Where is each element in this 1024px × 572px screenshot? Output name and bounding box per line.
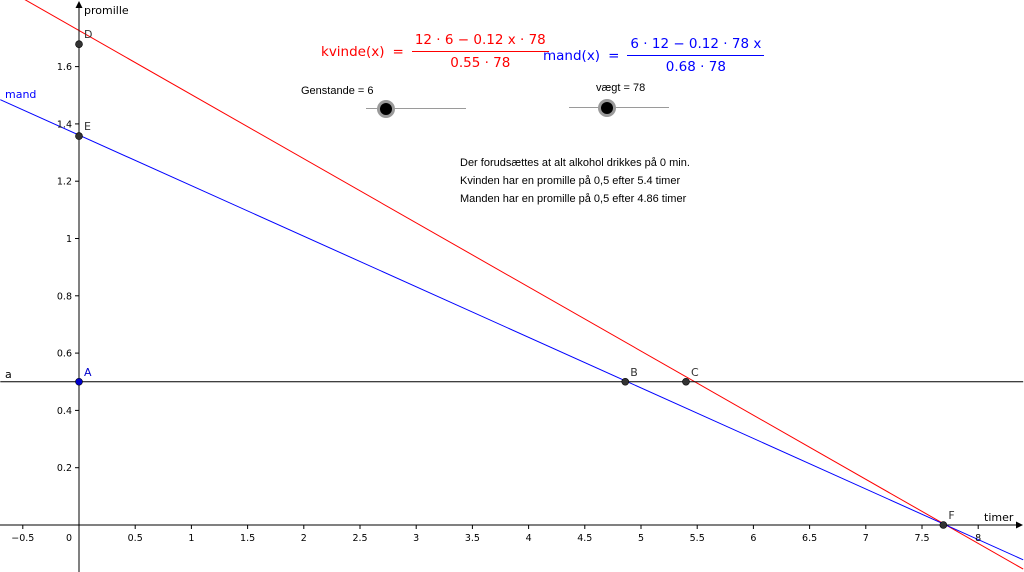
x-tick-label: 0.5 <box>128 533 143 544</box>
x-tick-label: 8 <box>975 533 981 544</box>
point-A[interactable] <box>75 377 83 386</box>
y-tick-label: 0.2 <box>57 463 72 474</box>
vaegt-slider-track[interactable] <box>569 107 669 108</box>
point-E[interactable] <box>75 132 83 140</box>
x-tick-label: 2.5 <box>352 533 367 544</box>
series-label-mand: mand <box>5 88 36 101</box>
info-line-2: Kvinden har en promille på 0,5 efter 5.4… <box>460 175 681 187</box>
x-tick-label: 7 <box>863 533 869 544</box>
axis-ticks: −0.5 0 0.5 1 1.5 2 2.5 3 3.5 4 4.5 5 5.5 6 6.5 7 7.5 8 0.2… <box>11 62 981 544</box>
kvinde-formula: kvinde(x) = 12 · 6 − 0.12 x · 78 0.55 · … <box>321 32 549 71</box>
info-line-3: Manden har en promille på 0,5 efter 4.86… <box>460 193 687 205</box>
point-B[interactable] <box>621 377 630 386</box>
x-tick-label: 5.5 <box>690 533 705 544</box>
info-line-1: Der forudsættes at alt alkohol drikkes p… <box>460 157 690 169</box>
y-tick-label: 1.2 <box>57 177 72 188</box>
kvinde-numerator: 12 · 6 − 0.12 x · 78 <box>411 32 549 52</box>
y-tick-label: 0.4 <box>57 406 72 417</box>
x-tick-label: 3.5 <box>465 533 480 544</box>
x-tick-label: 6.5 <box>802 533 817 544</box>
genstande-slider-knob[interactable] <box>380 103 392 115</box>
y-tick-label: 0.8 <box>57 291 72 302</box>
y-axis-label: promille <box>84 4 129 17</box>
genstande-slider-label: Genstande = 6 <box>301 85 374 97</box>
mand-denominator: 0.68 · 78 <box>665 59 726 75</box>
point-label-A: A <box>84 366 92 379</box>
point-label-F: F <box>948 509 954 522</box>
point-label-D: D <box>84 28 92 41</box>
series-line-mand <box>0 99 1024 561</box>
info-text: Der forudsættes at alt alkohol drikkes p… <box>460 154 690 208</box>
x-tick-label: 2 <box>301 533 307 544</box>
vaegt-slider-label: vægt = 78 <box>596 82 646 94</box>
x-tick-label: 6 <box>750 533 756 544</box>
x-axis-arrow <box>1016 521 1023 529</box>
vaegt-slider-knob[interactable] <box>601 102 613 114</box>
point-C[interactable] <box>682 377 690 386</box>
point-F[interactable] <box>939 521 948 529</box>
y-tick-label: 0.6 <box>57 349 72 360</box>
x-tick-label: 1 <box>188 533 194 544</box>
x-tick-label: 5 <box>638 533 644 544</box>
series-label-a: a <box>5 368 12 381</box>
point-label-C: C <box>691 366 699 379</box>
y-tick-label: 1.4 <box>57 119 72 130</box>
line-labels: kvindemanda <box>5 88 36 381</box>
kvinde-formula-lhs: kvinde(x) <box>321 43 385 60</box>
point-label-E: E <box>84 120 91 133</box>
kvinde-formula-equals: = <box>392 43 404 60</box>
mand-numerator: 6 · 12 − 0.12 · 78 x <box>627 36 765 56</box>
kvinde-denominator: 0.55 · 78 <box>450 55 511 71</box>
x-tick-label: 4.5 <box>577 533 592 544</box>
kvinde-fraction: 12 · 6 − 0.12 x · 78 0.55 · 78 <box>411 32 549 71</box>
mand-fraction: 6 · 12 − 0.12 · 78 x 0.68 · 78 <box>627 36 765 75</box>
x-tick-label: −0.5 <box>11 533 34 544</box>
y-tick-label: 1.6 <box>57 62 72 73</box>
y-axis-arrow <box>75 1 83 8</box>
x-tick-label: 4 <box>526 533 532 544</box>
mand-formula: mand(x) = 6 · 12 − 0.12 · 78 x 0.68 · 78 <box>543 36 765 75</box>
x-tick-label: 7.5 <box>914 533 929 544</box>
mand-formula-equals: = <box>608 47 620 64</box>
y-tick-label: 1 <box>66 234 72 245</box>
x-tick-label: 1.5 <box>240 533 255 544</box>
x-tick-label: 3 <box>413 533 419 544</box>
points: A B C D E F <box>75 28 955 529</box>
genstande-slider-track[interactable] <box>366 108 466 109</box>
x-tick-label: 0 <box>66 533 72 544</box>
point-label-B: B <box>630 366 638 379</box>
x-axis-label: timer <box>984 511 1014 524</box>
mand-formula-lhs: mand(x) <box>543 47 601 64</box>
point-D[interactable] <box>75 40 83 48</box>
